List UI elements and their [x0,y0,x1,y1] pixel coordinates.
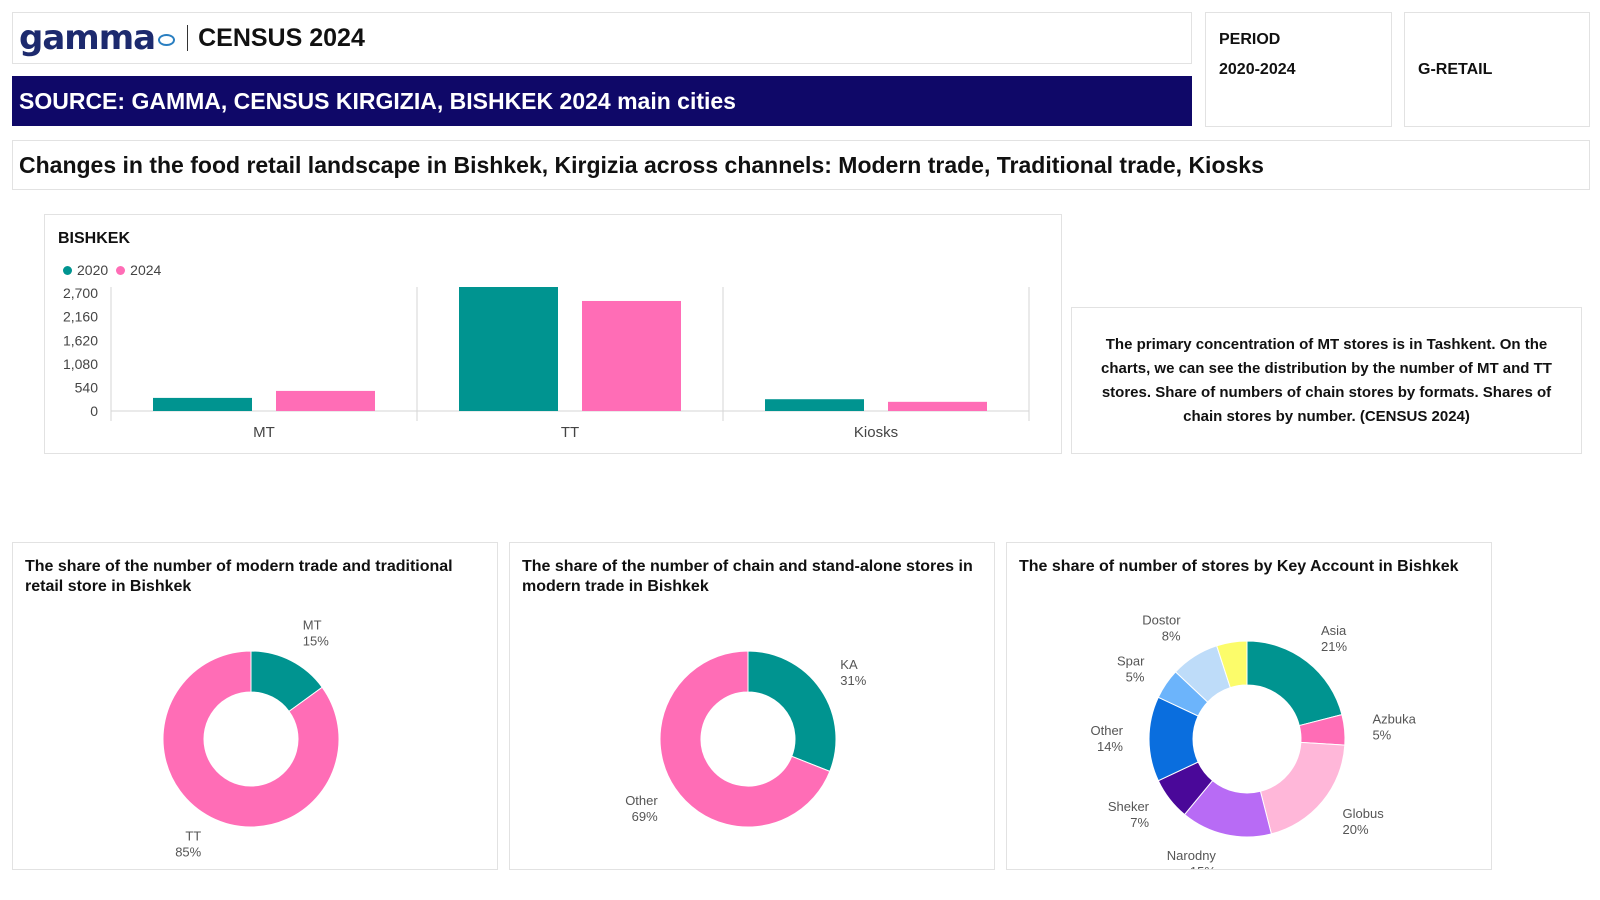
slice-pct-narodny: 15% [1190,864,1216,869]
period-label: PERIOD [1219,31,1281,48]
period-card: PERIOD 2020-2024 [1205,12,1392,127]
slice-label-ka: KA [840,657,858,672]
bar-chart-legend: 2020 2024 [63,262,169,278]
slice-label-other: Other [625,793,658,808]
slice-label-tt: TT [185,829,201,844]
bar-chart-plot: 0 540 1,080 1,620 2,160 2,700 MT TT Kiosks [63,285,1030,441]
slice-tt [162,650,340,828]
bar-chart-title: BISHKEK [58,230,131,247]
chain-standalone-share-card: The share of the number of chain and sta… [509,542,995,870]
legend-item-2024: 2024 [116,262,161,278]
bar-mt-2024 [276,390,375,411]
source-banner: SOURCE: GAMMA, CENSUS KIRGIZIA, BISHKEK … [12,76,1192,126]
slice-pct-asia: 21% [1321,639,1347,654]
slice-pct-dostor: 8% [1162,628,1181,643]
slice-other [659,650,831,828]
slice-label-mt: MT [303,617,322,632]
y-tick-label-1-080: 1,080 [63,356,98,372]
period-value: 2020-2024 [1219,61,1296,78]
slice-pct-azbuka: 5% [1372,727,1391,742]
slice-label-asia: Asia [1321,623,1347,638]
slice-label-spar: Spar [1117,653,1145,668]
logo-eye-icon [158,33,176,46]
header-bar: gamma CENSUS 2024 [12,12,1192,64]
x-tick-label-tt: TT [561,424,579,441]
chain-standalone-share-title: The share of the number of chain and sta… [522,558,973,595]
legend-label-2024: 2024 [130,262,162,278]
bar-tt-2024 [582,300,681,411]
legend-dot-2020 [63,265,72,275]
slice-label-sheker: Sheker [1108,799,1150,814]
slice-pct-other: 69% [632,809,658,824]
y-tick-label-2-700: 2,700 [63,285,98,301]
legend-label-2020: 2020 [77,262,109,278]
slice-globus [1259,741,1346,835]
bar-kiosks-2020 [765,399,864,411]
slice-pct-sheker: 7% [1130,815,1149,830]
report-subtitle: Changes in the food retail landscape in … [12,140,1590,190]
page-title: CENSUS 2024 [198,23,365,52]
bishkek-bar-chart: BISHKEK 2020 2024 0 540 1,080 1,620 2,160 2,7… [44,214,1062,454]
bar-mt-2020 [153,397,252,411]
x-tick-label-mt: MT [253,424,275,441]
mt-tt-share-card: The share of the number of modern trade … [12,542,498,870]
bar-kiosks-2024 [888,401,987,411]
slice-pct-mt: 15% [303,633,329,648]
y-tick-label-1-620: 1,620 [63,332,98,348]
segment-card: G-RETAIL [1404,12,1590,127]
legend-dot-2024 [116,265,126,275]
legend-item-2020: 2020 [63,262,108,278]
slice-label-azbuka: Azbuka [1372,711,1416,726]
slice-label-other: Other [1090,723,1123,738]
x-tick-label-kiosks: Kiosks [854,424,898,441]
key-account-share-card: The share of number of stores by Key Acc… [1006,542,1492,870]
slice-pct-other: 14% [1097,739,1123,754]
slice-label-dostor: Dostor [1142,612,1181,627]
commentary-note: The primary concentration of MT stores i… [1071,307,1582,454]
slice-ka [747,650,837,773]
slice-pct-ka: 31% [840,673,866,688]
slice-pct-spar: 5% [1126,669,1145,684]
segment-label: G-RETAIL [1418,60,1493,78]
y-tick-label-540: 540 [75,379,99,395]
slice-label-narodny: Narodny [1167,848,1217,863]
slice-unlabeled-8 [1216,640,1248,689]
slice-pct-tt: 85% [175,845,201,860]
bar-tt-2020 [459,287,558,411]
gamma-logo: gamma [19,21,176,55]
slice-pct-globus: 20% [1343,822,1369,837]
key-account-share-title: The share of number of stores by Key Acc… [1019,558,1459,575]
header-divider [187,25,189,51]
mt-tt-share-title: The share of the number of modern trade … [25,558,453,595]
slice-label-globus: Globus [1343,806,1385,821]
y-tick-label-2-160: 2,160 [63,309,98,325]
key-account-donut-chart: Asia21%Azbuka5%Globus20%Narodny15%Sheker… [1090,612,1416,869]
y-tick-label-0: 0 [90,403,98,419]
